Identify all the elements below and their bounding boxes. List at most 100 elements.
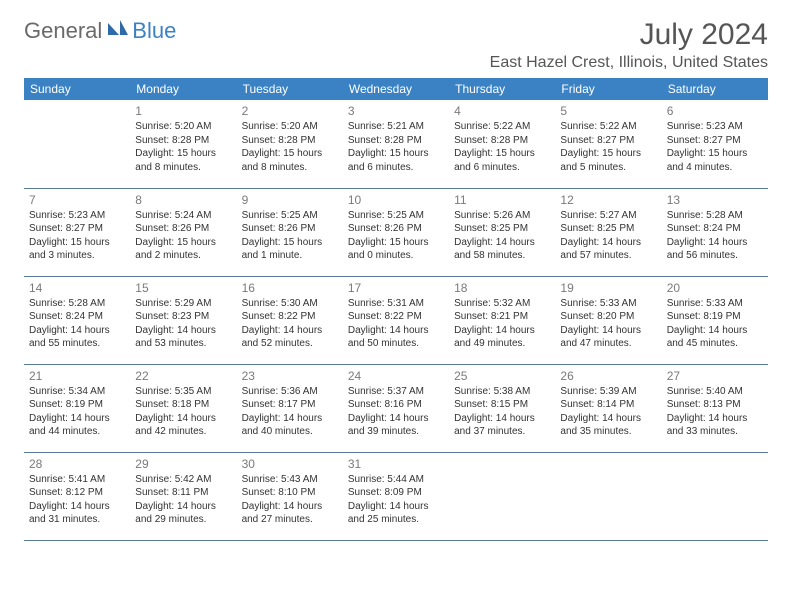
sunset-text: Sunset: 8:28 PM [135,134,231,148]
sunset-text: Sunset: 8:25 PM [560,222,656,236]
sunset-text: Sunset: 8:18 PM [135,398,231,412]
weekday-header: Thursday [449,78,555,100]
daylight-text: Daylight: 14 hours and 50 minutes. [348,324,444,351]
sunset-text: Sunset: 8:12 PM [29,486,125,500]
sunset-text: Sunset: 8:19 PM [667,310,763,324]
daylight-text: Daylight: 14 hours and 55 minutes. [29,324,125,351]
sunrise-text: Sunrise: 5:22 AM [454,120,550,134]
calendar-week-row: 21Sunrise: 5:34 AMSunset: 8:19 PMDayligh… [24,364,768,452]
sunset-text: Sunset: 8:14 PM [560,398,656,412]
daylight-text: Daylight: 14 hours and 39 minutes. [348,412,444,439]
calendar-day-cell: 24Sunrise: 5:37 AMSunset: 8:16 PMDayligh… [343,364,449,452]
daylight-text: Daylight: 14 hours and 25 minutes. [348,500,444,527]
calendar-table: Sunday Monday Tuesday Wednesday Thursday… [24,78,768,541]
weekday-header: Monday [130,78,236,100]
calendar-day-cell: 31Sunrise: 5:44 AMSunset: 8:09 PMDayligh… [343,452,449,540]
sunrise-text: Sunrise: 5:21 AM [348,120,444,134]
weekday-header: Friday [555,78,661,100]
sunset-text: Sunset: 8:26 PM [135,222,231,236]
day-number: 26 [560,368,656,384]
daylight-text: Daylight: 15 hours and 3 minutes. [29,236,125,263]
logo: General Blue [24,18,176,44]
calendar-day-cell: 20Sunrise: 5:33 AMSunset: 8:19 PMDayligh… [662,276,768,364]
day-number: 11 [454,192,550,208]
day-number: 8 [135,192,231,208]
day-number: 22 [135,368,231,384]
sunrise-text: Sunrise: 5:25 AM [242,209,338,223]
calendar-day-cell: 21Sunrise: 5:34 AMSunset: 8:19 PMDayligh… [24,364,130,452]
calendar-week-row: 28Sunrise: 5:41 AMSunset: 8:12 PMDayligh… [24,452,768,540]
calendar-day-cell: 30Sunrise: 5:43 AMSunset: 8:10 PMDayligh… [237,452,343,540]
sunrise-text: Sunrise: 5:29 AM [135,297,231,311]
calendar-day-cell: 7Sunrise: 5:23 AMSunset: 8:27 PMDaylight… [24,188,130,276]
day-number: 31 [348,456,444,472]
calendar-day-cell: 6Sunrise: 5:23 AMSunset: 8:27 PMDaylight… [662,100,768,188]
day-number: 20 [667,280,763,296]
daylight-text: Daylight: 14 hours and 57 minutes. [560,236,656,263]
daylight-text: Daylight: 14 hours and 53 minutes. [135,324,231,351]
sunset-text: Sunset: 8:20 PM [560,310,656,324]
daylight-text: Daylight: 14 hours and 56 minutes. [667,236,763,263]
daylight-text: Daylight: 14 hours and 49 minutes. [454,324,550,351]
sunset-text: Sunset: 8:27 PM [667,134,763,148]
sunrise-text: Sunrise: 5:31 AM [348,297,444,311]
day-number: 10 [348,192,444,208]
sunrise-text: Sunrise: 5:30 AM [242,297,338,311]
sunrise-text: Sunrise: 5:24 AM [135,209,231,223]
day-number: 21 [29,368,125,384]
calendar-day-cell: 1Sunrise: 5:20 AMSunset: 8:28 PMDaylight… [130,100,236,188]
sunrise-text: Sunrise: 5:42 AM [135,473,231,487]
day-number: 28 [29,456,125,472]
calendar-day-cell: 18Sunrise: 5:32 AMSunset: 8:21 PMDayligh… [449,276,555,364]
logo-text-general: General [24,18,102,44]
sunrise-text: Sunrise: 5:27 AM [560,209,656,223]
day-number: 30 [242,456,338,472]
calendar-day-cell: 19Sunrise: 5:33 AMSunset: 8:20 PMDayligh… [555,276,661,364]
daylight-text: Daylight: 14 hours and 58 minutes. [454,236,550,263]
day-number: 29 [135,456,231,472]
calendar-day-cell [662,452,768,540]
calendar-day-cell: 14Sunrise: 5:28 AMSunset: 8:24 PMDayligh… [24,276,130,364]
weekday-header: Saturday [662,78,768,100]
calendar-day-cell: 3Sunrise: 5:21 AMSunset: 8:28 PMDaylight… [343,100,449,188]
sunset-text: Sunset: 8:26 PM [348,222,444,236]
calendar-week-row: 1Sunrise: 5:20 AMSunset: 8:28 PMDaylight… [24,100,768,188]
calendar-week-row: 7Sunrise: 5:23 AMSunset: 8:27 PMDaylight… [24,188,768,276]
calendar-day-cell: 5Sunrise: 5:22 AMSunset: 8:27 PMDaylight… [555,100,661,188]
sunset-text: Sunset: 8:24 PM [29,310,125,324]
sunset-text: Sunset: 8:27 PM [29,222,125,236]
day-number: 9 [242,192,338,208]
day-number: 1 [135,103,231,119]
sunset-text: Sunset: 8:15 PM [454,398,550,412]
daylight-text: Daylight: 15 hours and 8 minutes. [135,147,231,174]
daylight-text: Daylight: 15 hours and 0 minutes. [348,236,444,263]
calendar-day-cell: 13Sunrise: 5:28 AMSunset: 8:24 PMDayligh… [662,188,768,276]
daylight-text: Daylight: 14 hours and 31 minutes. [29,500,125,527]
day-number: 14 [29,280,125,296]
calendar-day-cell: 27Sunrise: 5:40 AMSunset: 8:13 PMDayligh… [662,364,768,452]
calendar-day-cell: 22Sunrise: 5:35 AMSunset: 8:18 PMDayligh… [130,364,236,452]
daylight-text: Daylight: 15 hours and 8 minutes. [242,147,338,174]
day-number: 12 [560,192,656,208]
day-number: 13 [667,192,763,208]
calendar-day-cell: 4Sunrise: 5:22 AMSunset: 8:28 PMDaylight… [449,100,555,188]
daylight-text: Daylight: 14 hours and 29 minutes. [135,500,231,527]
sunset-text: Sunset: 8:22 PM [348,310,444,324]
daylight-text: Daylight: 14 hours and 44 minutes. [29,412,125,439]
sunrise-text: Sunrise: 5:40 AM [667,385,763,399]
sunset-text: Sunset: 8:28 PM [242,134,338,148]
sunset-text: Sunset: 8:24 PM [667,222,763,236]
sunset-text: Sunset: 8:09 PM [348,486,444,500]
day-number: 27 [667,368,763,384]
sunrise-text: Sunrise: 5:38 AM [454,385,550,399]
sunset-text: Sunset: 8:22 PM [242,310,338,324]
sunset-text: Sunset: 8:17 PM [242,398,338,412]
sunrise-text: Sunrise: 5:37 AM [348,385,444,399]
daylight-text: Daylight: 14 hours and 35 minutes. [560,412,656,439]
daylight-text: Daylight: 15 hours and 1 minute. [242,236,338,263]
sunrise-text: Sunrise: 5:36 AM [242,385,338,399]
sunset-text: Sunset: 8:26 PM [242,222,338,236]
daylight-text: Daylight: 14 hours and 27 minutes. [242,500,338,527]
sunset-text: Sunset: 8:16 PM [348,398,444,412]
sunrise-text: Sunrise: 5:20 AM [242,120,338,134]
